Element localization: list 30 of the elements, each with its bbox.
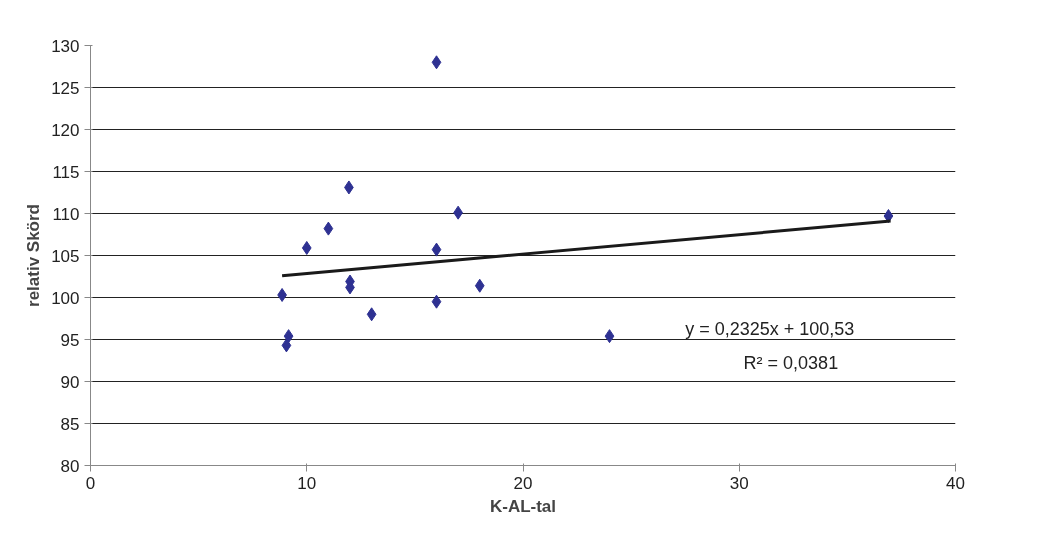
x-tick-label: 10 bbox=[297, 473, 317, 493]
point bbox=[301, 240, 312, 255]
annotation: R² = 0,0381 bbox=[743, 353, 839, 374]
y-tick-label: 80 bbox=[60, 456, 80, 476]
x-tick-label: 0 bbox=[85, 473, 96, 493]
y-tick-label: 125 bbox=[51, 78, 80, 98]
point bbox=[431, 55, 442, 70]
y-axis-title: relativ Skörd bbox=[24, 203, 44, 307]
y-tick-label: 120 bbox=[51, 120, 80, 140]
y-tick-label: 115 bbox=[52, 162, 80, 182]
x-tick-label: 30 bbox=[729, 473, 749, 493]
x-axis-title: K-AL-tal bbox=[489, 496, 557, 516]
point bbox=[604, 329, 615, 344]
y-tick-label: 85 bbox=[60, 414, 80, 434]
y-tick-label: 100 bbox=[51, 288, 80, 308]
point bbox=[323, 221, 334, 236]
y-tick-label: 110 bbox=[52, 204, 80, 224]
y-tick-label: 130 bbox=[51, 36, 80, 56]
x-tick-label: 20 bbox=[513, 473, 533, 493]
point bbox=[474, 278, 485, 293]
point bbox=[366, 307, 377, 322]
point bbox=[281, 338, 292, 353]
x-tick-label: 40 bbox=[946, 473, 965, 493]
point bbox=[431, 242, 442, 257]
point bbox=[431, 294, 442, 309]
y-tick-label: 90 bbox=[60, 372, 80, 392]
y-tick-label: 95 bbox=[60, 330, 80, 350]
y-tick-label: 105 bbox=[51, 246, 80, 266]
annotation: y = 0,2325x + 100,53 bbox=[685, 318, 855, 339]
point bbox=[283, 329, 294, 344]
